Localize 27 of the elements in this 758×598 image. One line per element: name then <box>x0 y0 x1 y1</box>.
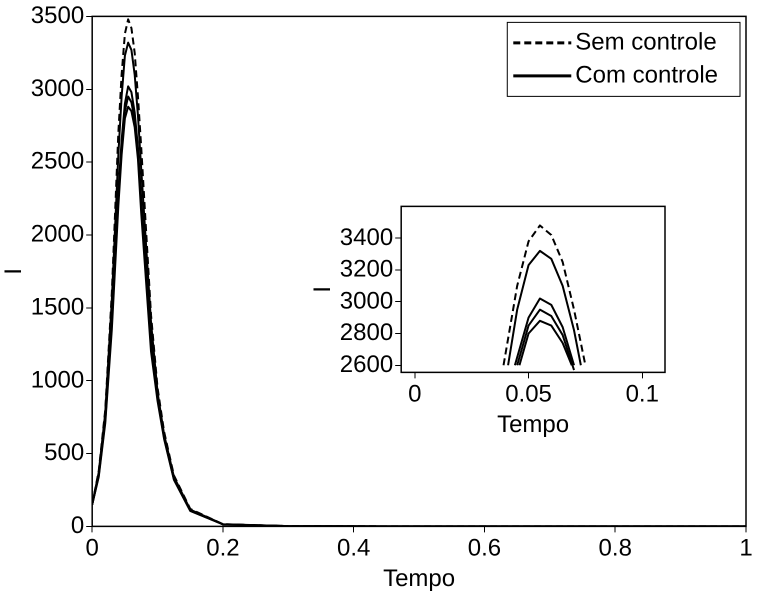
y-tick-label: 1500 <box>30 293 84 320</box>
y-tick-label: 2000 <box>30 220 84 248</box>
y-tick-label: 3000 <box>30 74 84 102</box>
x-axis-title: Tempo <box>497 411 570 438</box>
x-tick-label: 0.05 <box>505 380 552 408</box>
legend-label: Sem controle <box>575 28 717 56</box>
x-axis-title: Tempo <box>383 565 456 592</box>
y-axis-title: I <box>0 268 28 275</box>
x-tick-label: 0.8 <box>598 534 632 562</box>
y-tick-label: 1000 <box>30 366 84 394</box>
y-tick-label: 500 <box>44 439 84 466</box>
x-tick-label: 0.2 <box>206 534 240 562</box>
y-axis-title: I <box>309 286 336 293</box>
x-tick-label: 0 <box>408 380 422 408</box>
x-tick-label: 0.4 <box>337 534 370 562</box>
x-tick-label: 1 <box>739 534 753 562</box>
legend-label: Com controle <box>575 62 718 89</box>
y-tick-label: 3500 <box>30 2 84 30</box>
y-tick-label: 2600 <box>340 350 394 378</box>
y-tick-label: 0 <box>70 512 84 540</box>
y-tick-label: 3400 <box>340 224 394 251</box>
x-tick-label: 0.6 <box>468 534 502 562</box>
y-tick-label: 2800 <box>340 319 394 346</box>
x-tick-label: 0.1 <box>626 380 659 408</box>
y-tick-label: 3200 <box>340 256 394 283</box>
y-tick-label: 3000 <box>340 287 394 314</box>
y-tick-label: 2500 <box>30 148 84 175</box>
